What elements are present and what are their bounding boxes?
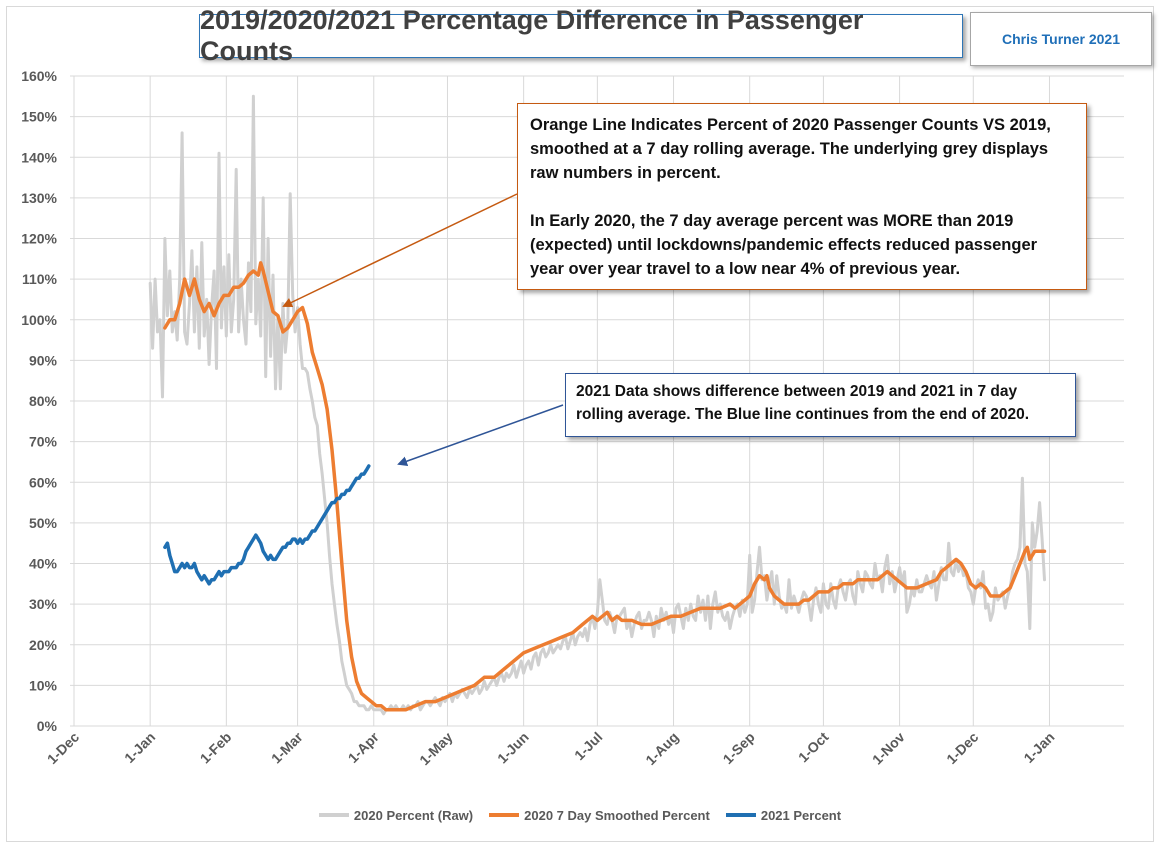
x-tick-label: 1-Feb: [197, 729, 235, 767]
legend-label-2021: 2021 Percent: [760, 807, 842, 823]
legend-swatch-2021: [725, 813, 756, 817]
y-tick-label: 80%: [29, 393, 58, 409]
author-credit: Chris Turner 2021: [970, 12, 1152, 66]
chart-title: 2019/2020/2021 Percentage Difference in …: [199, 5, 963, 66]
series-2021-line: [163, 464, 371, 586]
orange-note-paragraph-1: Orange Line Indicates Percent of 2020 Pa…: [530, 116, 1051, 182]
x-tick-label: 1-Nov: [869, 729, 908, 768]
chart-frame: [6, 6, 1154, 842]
orange-annotation-arrow: [282, 193, 518, 308]
x-tick-label: 1-Aug: [642, 729, 681, 768]
y-tick-label: 160%: [21, 68, 57, 84]
x-tick-label: 1-Jan: [1020, 729, 1057, 766]
series-2020-raw-line: [148, 94, 1046, 716]
y-tick-label: 100%: [21, 312, 57, 328]
series-lines: [148, 94, 1047, 716]
y-tick-label: 140%: [21, 149, 57, 165]
legend-item-raw: 2020 Percent (Raw): [318, 807, 474, 823]
y-tick-label: 110%: [22, 271, 58, 287]
x-tick-label: 1-Dec: [943, 729, 981, 767]
legend-label-raw: 2020 Percent (Raw): [353, 807, 474, 823]
y-axis-tick-labels: 0% 10% 20% 30% 40% 50% 60% 70% 80% 90% 100% 110% 120…: [21, 68, 57, 734]
chart-legend: 2020 Percent (Raw) 2020 7 Day Smoothed P…: [0, 805, 1160, 825]
legend-swatch-smoothed: [489, 813, 520, 817]
annotation-arrows: [282, 193, 564, 466]
y-tick-label: 120%: [21, 231, 57, 247]
y-tick-label: 90%: [29, 352, 58, 368]
x-tick-label: 1-Apr: [345, 728, 383, 766]
x-tick-label: 1-May: [416, 729, 456, 769]
legend-label-smoothed: 2020 7 Day Smoothed Percent: [524, 807, 710, 823]
y-tick-label: 30%: [29, 596, 58, 612]
x-tick-label: 1-Jul: [571, 729, 605, 763]
legend-item-2021: 2021 Percent: [725, 807, 842, 823]
y-tick-label: 150%: [21, 109, 57, 125]
y-tick-label: 50%: [29, 515, 58, 531]
x-tick-label: 1-Dec: [44, 729, 82, 767]
x-tick-label: 1-Sep: [720, 729, 758, 767]
x-tick-label: 1-Jun: [494, 729, 532, 767]
y-tick-label: 10%: [29, 677, 58, 693]
x-tick-label: 1-Oct: [795, 729, 832, 766]
y-tick-label: 130%: [21, 190, 57, 206]
y-tick-label: 20%: [29, 637, 58, 653]
blue-line-annotation: 2021 Data shows difference between 2019 …: [565, 373, 1076, 437]
orange-note-paragraph-2: In Early 2020, the 7 day average percent…: [530, 212, 1038, 278]
legend-swatch-raw: [318, 813, 349, 817]
y-tick-label: 40%: [29, 556, 58, 572]
y-tick-label: 70%: [29, 434, 58, 450]
x-tick-label: 1-Jan: [121, 729, 158, 766]
blue-annotation-arrow: [397, 404, 564, 466]
x-axis-tick-labels: 1-Dec 1-Jan 1-Feb 1-Mar 1-Apr 1-May 1-Jun 1-Jul…: [44, 728, 1058, 768]
y-tick-label: 0%: [37, 718, 58, 734]
orange-line-annotation: Orange Line Indicates Percent of 2020 Pa…: [517, 103, 1087, 290]
legend-item-smoothed: 2020 7 Day Smoothed Percent: [489, 808, 710, 823]
x-tick-label: 1-Mar: [268, 728, 306, 766]
y-tick-label: 60%: [29, 474, 58, 490]
series-2020-smoothed-line: [163, 261, 1047, 712]
